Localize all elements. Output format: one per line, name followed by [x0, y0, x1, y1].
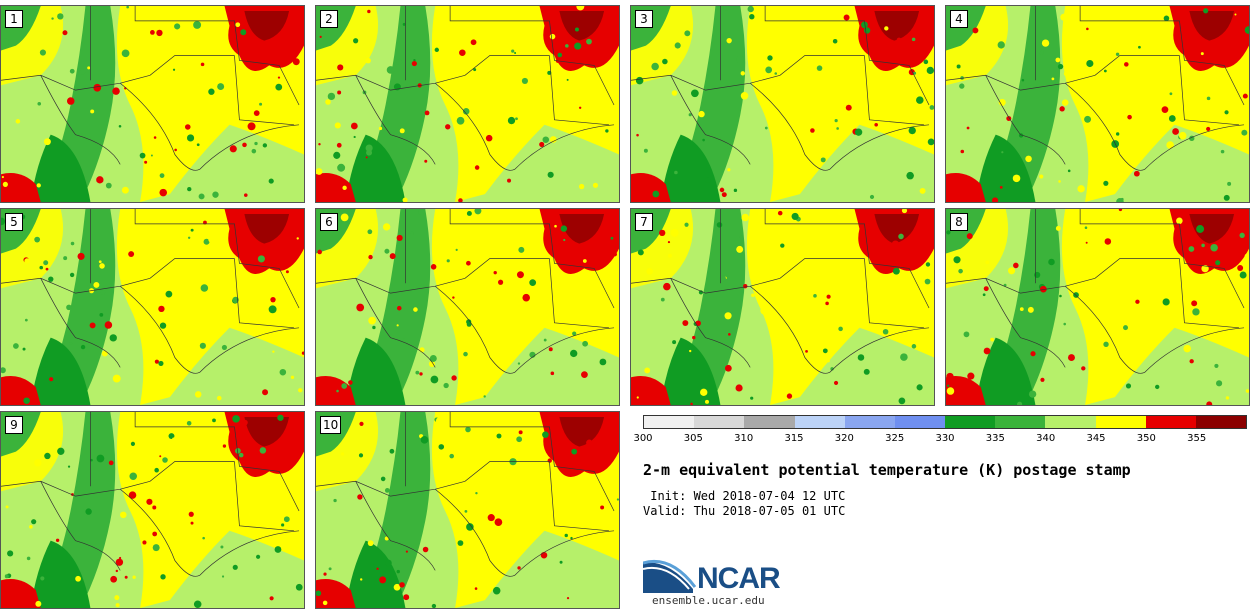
- colorbar-swatch: [844, 416, 895, 428]
- member-number-label: 5: [5, 213, 23, 231]
- member-number-label: 3: [635, 10, 653, 28]
- colorbar-tick-label: 325: [885, 433, 905, 444]
- colorbar-swatch: [1195, 416, 1247, 428]
- map-panel: 1: [0, 5, 305, 203]
- map-field: [1, 209, 304, 405]
- map-field: [631, 209, 934, 405]
- colorbar-tick-label: 305: [683, 433, 703, 444]
- colorbar-tick-label: 320: [834, 433, 854, 444]
- colorbar-swatch: [894, 416, 946, 428]
- colorbar-ticks: 300 305 310 315 320 325 330 335 340 345 350 355: [633, 433, 1260, 447]
- colorbar-tick-label: 315: [784, 433, 804, 444]
- map-field: [316, 412, 619, 608]
- colorbar-tick-label: 330: [935, 433, 955, 444]
- map-field: [316, 6, 619, 202]
- member-number-label: 7: [635, 213, 653, 231]
- ncar-logo-text: NCAR: [697, 562, 781, 595]
- colorbar-swatch: [694, 416, 745, 428]
- map-panel: 10: [315, 411, 620, 609]
- map-panel: 3: [630, 5, 935, 203]
- colorbar-swatch: [1045, 416, 1096, 428]
- plot-title: 2-m equivalent potential temperature (K)…: [643, 461, 1131, 479]
- member-number-label: 6: [320, 213, 338, 231]
- map-field: [316, 209, 619, 405]
- colorbar-tick-label: 340: [1036, 433, 1056, 444]
- ncar-logo: [643, 559, 697, 593]
- map-field: [1, 6, 304, 202]
- colorbar-tick-label: 350: [1136, 433, 1156, 444]
- colorbar-tick-label: 355: [1187, 433, 1207, 444]
- colorbar-tick-label: 335: [985, 433, 1005, 444]
- colorbar-swatch: [1145, 416, 1196, 428]
- colorbar: [643, 415, 1247, 429]
- colorbar-swatch: [644, 416, 695, 428]
- member-number-label: 2: [320, 10, 338, 28]
- map-panel: 6: [315, 208, 620, 406]
- colorbar-tick-label: 300: [633, 433, 653, 444]
- map-panel: 5: [0, 208, 305, 406]
- colorbar-swatch: [794, 416, 845, 428]
- map-field: [946, 6, 1249, 202]
- map-panel: 9: [0, 411, 305, 609]
- colorbar-swatch: [744, 416, 795, 428]
- map-panel: 4: [945, 5, 1250, 203]
- member-number-label: 10: [320, 416, 342, 434]
- member-number-label: 4: [950, 10, 968, 28]
- colorbar-tick-label: 345: [1086, 433, 1106, 444]
- init-time: Init: Wed 2018-07-04 12 UTC: [643, 489, 846, 503]
- member-number-label: 8: [950, 213, 968, 231]
- map-field: [1, 412, 304, 608]
- map-panel: 2: [315, 5, 620, 203]
- map-field: [946, 209, 1249, 405]
- valid-time: Valid: Thu 2018-07-05 01 UTC: [643, 504, 846, 518]
- colorbar-swatch: [995, 416, 1046, 428]
- member-number-label: 9: [5, 416, 23, 434]
- colorbar-swatch: [1095, 416, 1146, 428]
- colorbar-swatch: [945, 416, 996, 428]
- map-panel: 7: [630, 208, 935, 406]
- map-panel: 8: [945, 208, 1250, 406]
- site-url: ensemble.ucar.edu: [652, 594, 765, 607]
- map-field: [631, 6, 934, 202]
- colorbar-tick-label: 310: [734, 433, 754, 444]
- member-number-label: 1: [5, 10, 23, 28]
